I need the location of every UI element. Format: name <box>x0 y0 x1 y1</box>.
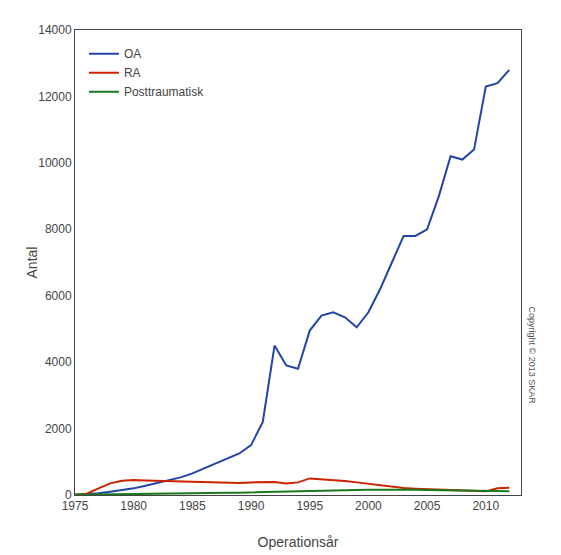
svg-text:Copyright © 2013 SKAR: Copyright © 2013 SKAR <box>527 307 537 405</box>
svg-text:RA: RA <box>124 66 141 80</box>
svg-text:12000: 12000 <box>38 90 72 104</box>
svg-text:6000: 6000 <box>45 289 72 303</box>
svg-text:1990: 1990 <box>238 499 265 513</box>
svg-text:10000: 10000 <box>38 156 72 170</box>
svg-text:Antal: Antal <box>24 247 40 279</box>
svg-text:1995: 1995 <box>296 499 323 513</box>
svg-text:4000: 4000 <box>45 355 72 369</box>
svg-text:2010: 2010 <box>472 499 499 513</box>
svg-text:2005: 2005 <box>414 499 441 513</box>
svg-text:Posttraumatisk: Posttraumatisk <box>124 85 204 99</box>
svg-text:2000: 2000 <box>355 499 382 513</box>
svg-text:0: 0 <box>65 488 72 502</box>
svg-text:2000: 2000 <box>45 422 72 436</box>
svg-text:1985: 1985 <box>179 499 206 513</box>
svg-text:8000: 8000 <box>45 222 72 236</box>
svg-text:1980: 1980 <box>120 499 147 513</box>
svg-text:OA: OA <box>124 47 141 61</box>
svg-text:14000: 14000 <box>38 23 72 37</box>
svg-text:1975: 1975 <box>62 499 89 513</box>
svg-text:Operationsår: Operationsår <box>258 534 339 550</box>
